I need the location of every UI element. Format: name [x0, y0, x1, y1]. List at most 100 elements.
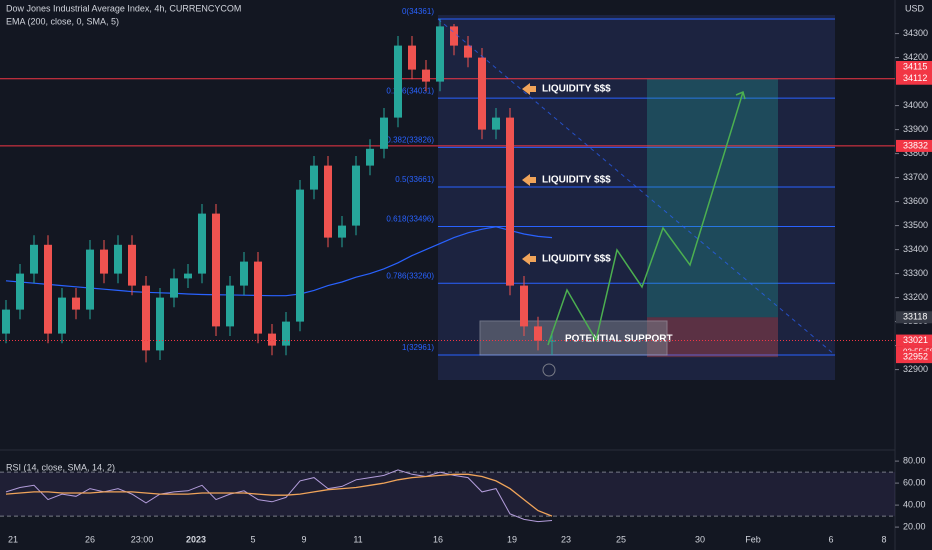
- candle-body: [422, 69, 430, 82]
- candle-body: [114, 244, 122, 274]
- projection: [547, 91, 744, 346]
- price-label: 34112: [903, 73, 927, 83]
- candle-body: [72, 297, 80, 310]
- stop-zone: [647, 317, 778, 358]
- candle-body: [492, 117, 500, 130]
- price-label-box: [896, 351, 932, 364]
- y-tick-label: 33400: [903, 244, 928, 254]
- y-tick-label: 34200: [903, 52, 928, 62]
- price-label: 33118: [903, 312, 927, 322]
- event-icon[interactable]: [542, 363, 556, 377]
- candle-body: [2, 309, 10, 334]
- candle-body: [268, 333, 276, 346]
- candle-body: [394, 45, 402, 118]
- candle-body: [324, 165, 332, 238]
- candle-body: [436, 26, 444, 82]
- annotation: LIQUIDITY $$$: [542, 254, 611, 265]
- candle-body: [310, 165, 318, 190]
- arrow-icon: [522, 83, 536, 95]
- x-tick-label: 9: [301, 534, 306, 544]
- annotation: LIQUIDITY $$$: [542, 84, 611, 95]
- y-tick-label: 33900: [903, 124, 928, 134]
- price-label: 33021: [903, 335, 928, 345]
- fib-label: 0.786(33260): [386, 271, 434, 280]
- y-tick-label: 33800: [903, 148, 928, 158]
- x-tick-label: 26: [85, 534, 95, 544]
- y-tick-label: 33200: [903, 292, 928, 302]
- chart-title: Dow Jones Industrial Average Index, 4h, …: [6, 3, 241, 13]
- x-tick-label: Feb: [745, 534, 761, 544]
- x-tick-label: 16: [433, 534, 443, 544]
- y-tick-label: 33600: [903, 196, 928, 206]
- x-tick-label: 6: [828, 534, 833, 544]
- x-tick-label: 23: [561, 534, 571, 544]
- candle-body: [226, 285, 234, 327]
- candle-body: [338, 225, 346, 238]
- candle-body: [352, 165, 360, 226]
- projection-arrow: [735, 90, 746, 100]
- rsi-ma-line: [5, 473, 553, 517]
- rsi-tick-label: 20.00: [903, 521, 926, 531]
- ema-label: EMA (200, close, 0, SMA, 5): [6, 16, 119, 26]
- candle-body: [254, 261, 262, 334]
- rsi-band: [0, 472, 895, 517]
- candle-body: [58, 297, 66, 334]
- x-tick-label: 30: [695, 534, 705, 544]
- currency: USD: [905, 3, 925, 13]
- candle-body: [156, 297, 164, 351]
- fib-label: 0(34361): [402, 7, 434, 16]
- candle-body: [520, 285, 528, 327]
- candle-body: [240, 261, 248, 286]
- arrow-icon: [522, 253, 536, 265]
- candle-body: [100, 249, 108, 274]
- x-tick-label: 5: [250, 534, 255, 544]
- fib-label: 0.5(33661): [395, 175, 434, 184]
- price-label-box: [896, 311, 932, 324]
- candle-body: [198, 213, 206, 274]
- x-tick-label: 11: [353, 534, 362, 544]
- annotation: LIQUIDITY $$$: [542, 175, 611, 186]
- candle-body: [506, 117, 514, 286]
- candle-body: [450, 26, 458, 46]
- price-label-box: [896, 334, 932, 347]
- fib-label: 0.618(33496): [386, 215, 434, 224]
- x-tick-label: 23:00: [131, 534, 154, 544]
- candle-body: [296, 189, 304, 322]
- x-tick-label: 21: [8, 534, 18, 544]
- x-tick-label: 8: [881, 534, 886, 544]
- candle-body: [16, 273, 24, 310]
- price-label-box: [896, 72, 932, 85]
- price-label: 32952: [903, 351, 928, 361]
- rsi-tick-label: 60.00: [903, 477, 926, 487]
- ema-line: [5, 226, 553, 297]
- fib-label: 0.382(33826): [386, 135, 434, 144]
- price-label-box: [896, 61, 932, 73]
- y-tick-label: 33500: [903, 220, 928, 230]
- y-tick-label: 33700: [903, 172, 928, 182]
- x-tick-label: 25: [616, 534, 626, 544]
- candle-body: [464, 45, 472, 58]
- candle-body: [86, 249, 94, 310]
- candle-body: [408, 45, 416, 70]
- fib-label: 1(32961): [402, 343, 434, 352]
- support-box: [479, 320, 668, 356]
- target-zone: [647, 78, 778, 318]
- fib-label: 0.236(34031): [386, 86, 434, 95]
- candle-body: [534, 326, 542, 341]
- y-tick-label: 34000: [903, 100, 928, 110]
- candle-body: [142, 285, 150, 351]
- candle-body: [366, 148, 374, 166]
- candle-body: [30, 244, 38, 274]
- candle-body: [212, 213, 220, 327]
- candle-body: [44, 244, 52, 334]
- x-tick-label: 19: [507, 534, 517, 544]
- rsi-tick-label: 80.00: [903, 455, 926, 465]
- candle-body: [128, 244, 136, 286]
- price-label-box: [896, 139, 932, 152]
- rsi-tick-label: 40.00: [903, 499, 926, 509]
- price-label: 33832: [903, 140, 928, 150]
- candle-body: [380, 117, 388, 149]
- y-tick-label: 34300: [903, 28, 928, 38]
- rsi-line: [5, 469, 553, 523]
